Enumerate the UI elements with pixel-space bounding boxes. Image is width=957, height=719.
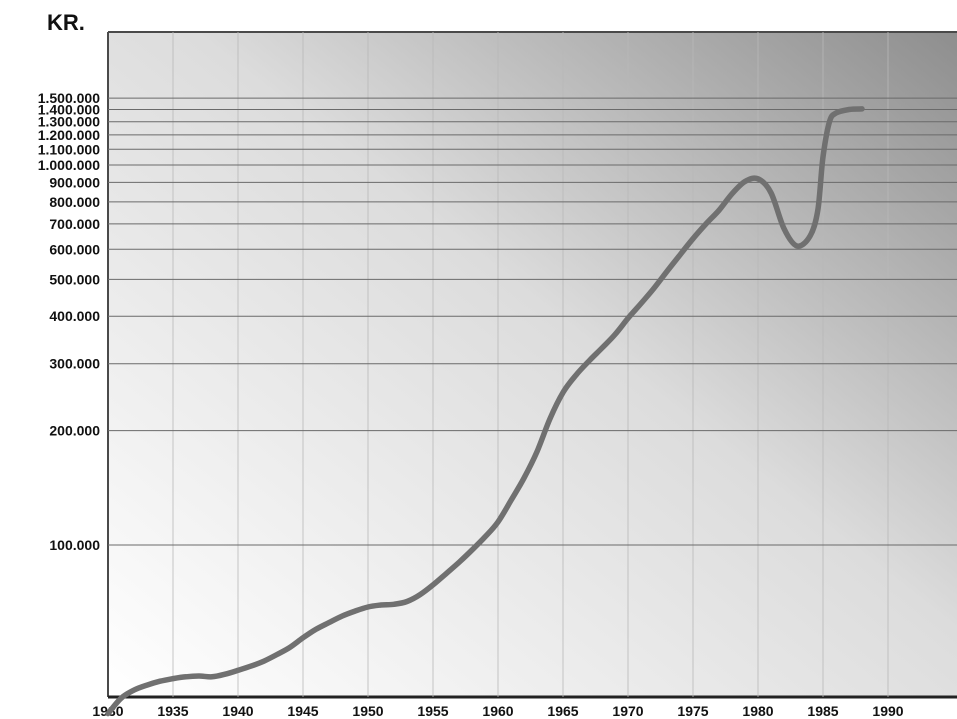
y-tick-label: 1.500.000 — [38, 90, 100, 106]
y-tick-label: 1.100.000 — [38, 141, 100, 157]
x-tick-label: 1975 — [677, 703, 708, 719]
y-tick-label: 900.000 — [49, 174, 100, 190]
y-tick-labels: 100.000 200.000 300.000 400.000 500.000 600.0… — [38, 90, 101, 553]
x-tick-label: 1965 — [547, 703, 578, 719]
horizontal-gridlines — [108, 97, 957, 546]
vertical-gridlines — [172, 32, 889, 697]
y-tick-label: 500.000 — [49, 271, 100, 287]
x-tick-label: 1950 — [352, 703, 383, 719]
y-tick-label: 800.000 — [49, 194, 100, 210]
x-tick-label: 1990 — [872, 703, 903, 719]
y-tick-label: 1.200.000 — [38, 127, 100, 143]
x-tick-label: 1955 — [417, 703, 448, 719]
plot-background — [108, 32, 957, 697]
y-tick-label: 1.000.000 — [38, 157, 100, 173]
x-tick-labels: 1930 1935 1940 1945 1950 1955 1960 1965 1970 1975… — [92, 703, 903, 719]
y-tick-label: 300.000 — [49, 356, 100, 372]
x-tick-label: 1970 — [612, 703, 643, 719]
x-tick-label: 1945 — [287, 703, 318, 719]
y-tick-label: 400.000 — [49, 308, 100, 324]
x-tick-label: 1980 — [742, 703, 773, 719]
y-tick-label: 100.000 — [49, 537, 100, 553]
x-tick-label: 1960 — [482, 703, 513, 719]
series-line — [105, 106, 865, 717]
x-tick-label: 1985 — [807, 703, 838, 719]
x-tick-label: 1935 — [157, 703, 188, 719]
y-tick-label: 1.400.000 — [38, 101, 100, 117]
y-tick-label: 600.000 — [49, 241, 100, 257]
y-unit-label: KR. — [47, 10, 85, 35]
y-tick-label: 700.000 — [49, 216, 100, 232]
y-tick-label: 200.000 — [49, 423, 100, 439]
y-tick-label: 1.300.000 — [38, 114, 100, 130]
x-tick-label: 1940 — [222, 703, 253, 719]
